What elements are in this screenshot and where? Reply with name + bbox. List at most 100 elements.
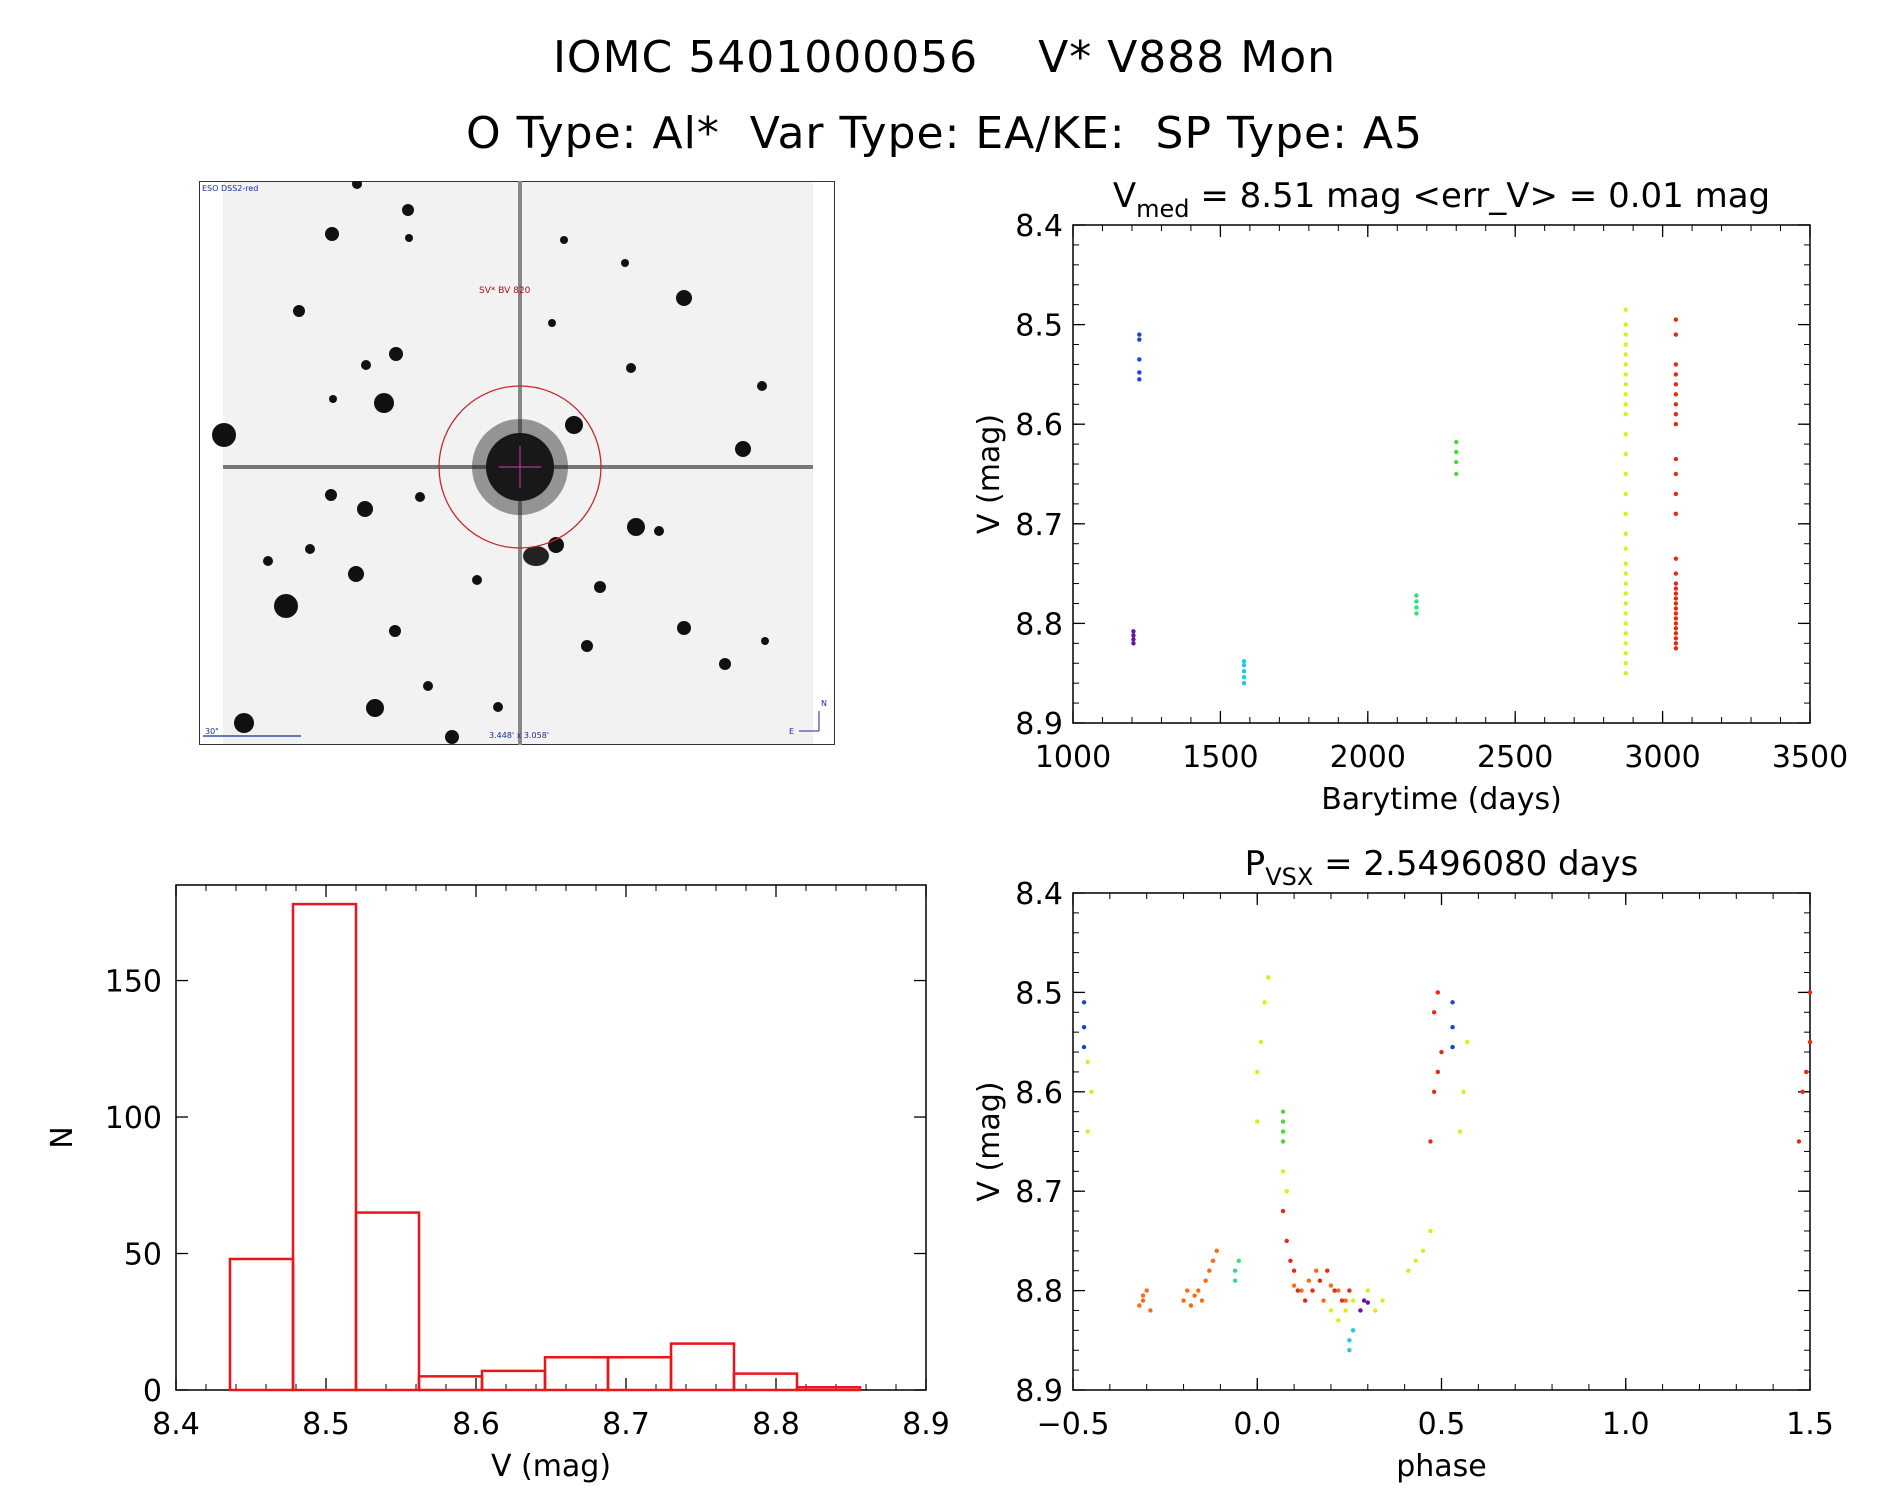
data-point bbox=[1673, 471, 1679, 477]
data-point bbox=[1328, 1308, 1334, 1313]
title-line-1: IOMC 5401000056 V* V888 Mon bbox=[552, 32, 1337, 83]
data-point bbox=[1255, 1069, 1260, 1075]
star bbox=[374, 393, 394, 413]
star bbox=[329, 395, 337, 403]
data-point bbox=[1673, 412, 1679, 417]
star bbox=[361, 360, 371, 370]
data-point bbox=[1241, 659, 1247, 664]
star bbox=[523, 546, 549, 566]
y-tick-label: 8.7 bbox=[1015, 1175, 1063, 1210]
data-point bbox=[1623, 531, 1628, 536]
data-point bbox=[1089, 1089, 1094, 1095]
star bbox=[234, 713, 254, 733]
hist-bar bbox=[291, 902, 358, 1392]
hist-bar bbox=[228, 1257, 295, 1392]
star bbox=[581, 640, 593, 652]
x-axis-label: phase bbox=[1396, 1449, 1487, 1484]
y-tick-label: 8.5 bbox=[1015, 309, 1063, 344]
data-point bbox=[1623, 332, 1628, 337]
data-point bbox=[1291, 1268, 1297, 1273]
star bbox=[493, 702, 503, 712]
data-point bbox=[1673, 606, 1679, 611]
y-tick-label: 150 bbox=[105, 965, 162, 1000]
data-point bbox=[1673, 571, 1679, 576]
data-point bbox=[1673, 616, 1679, 621]
data-point bbox=[1673, 332, 1679, 337]
lightcurve-chart: 1000 1500 2000 2500 3000 3500 8.4 8.5 8.6 8.7 8.8 8… bbox=[972, 176, 1848, 817]
x-tick-label: 1.0 bbox=[1602, 1407, 1650, 1442]
data-point bbox=[1137, 377, 1142, 382]
star bbox=[352, 181, 362, 189]
data-point bbox=[1623, 451, 1628, 457]
y-tick-label: 8.5 bbox=[1015, 976, 1063, 1011]
plot-frame bbox=[1072, 892, 1811, 1391]
data-point bbox=[1241, 680, 1247, 686]
data-point bbox=[1310, 1288, 1315, 1293]
data-point bbox=[1623, 307, 1628, 312]
data-point bbox=[1266, 975, 1271, 980]
star-field bbox=[212, 181, 769, 744]
star bbox=[212, 423, 236, 447]
star bbox=[405, 234, 413, 242]
x-tick-label: 8.6 bbox=[452, 1407, 500, 1442]
star bbox=[560, 236, 568, 244]
data-point bbox=[1280, 1208, 1286, 1214]
star bbox=[676, 290, 692, 306]
data-point bbox=[1623, 511, 1628, 517]
data-point bbox=[1439, 1049, 1444, 1055]
x-tick-label: 2000 bbox=[1330, 740, 1406, 775]
data-point bbox=[1807, 990, 1813, 995]
data-point bbox=[1623, 402, 1628, 407]
star bbox=[761, 637, 769, 645]
data-point bbox=[1673, 581, 1679, 586]
data-point bbox=[1232, 1278, 1238, 1283]
data-point bbox=[1673, 402, 1679, 407]
star bbox=[389, 625, 401, 637]
data-point bbox=[1623, 546, 1628, 551]
star bbox=[389, 347, 403, 361]
data-point bbox=[1085, 1129, 1090, 1134]
data-point bbox=[1454, 459, 1459, 465]
x-tick-label: 1500 bbox=[1182, 740, 1258, 775]
data-point bbox=[1236, 1258, 1242, 1263]
data-point bbox=[1796, 1139, 1802, 1144]
data-point bbox=[1673, 636, 1679, 641]
phase-chart: −0.5 0.0 0.5 1.0 1.5 8.4 8.5 8.6 8.7 8.8 8.9 phase V… bbox=[972, 844, 1834, 1484]
data-point bbox=[1365, 1300, 1371, 1305]
star bbox=[274, 594, 298, 618]
x-axis-label: Barytime (days) bbox=[1321, 782, 1562, 817]
fov-label: 3.448' x 3.058' bbox=[489, 731, 549, 740]
star bbox=[472, 575, 482, 585]
compass bbox=[799, 711, 820, 732]
data-point bbox=[1673, 372, 1679, 377]
star bbox=[719, 658, 731, 670]
data-point bbox=[1280, 1129, 1286, 1134]
data-point bbox=[1623, 342, 1628, 347]
data-point bbox=[1295, 1288, 1300, 1293]
data-point bbox=[1347, 1288, 1352, 1293]
x-tick-label: 3000 bbox=[1624, 740, 1700, 775]
star bbox=[293, 305, 305, 317]
data-point bbox=[1140, 1293, 1146, 1298]
data-point bbox=[1623, 352, 1628, 357]
data-point bbox=[1241, 674, 1247, 680]
survey-label: ESO DSS2-red bbox=[202, 184, 258, 193]
data-point bbox=[1336, 1318, 1341, 1323]
star bbox=[348, 566, 364, 582]
data-point bbox=[1232, 1268, 1238, 1273]
data-point bbox=[1188, 1303, 1194, 1308]
data-point bbox=[1465, 1039, 1470, 1045]
data-point bbox=[1314, 1268, 1319, 1273]
data-point bbox=[1280, 1169, 1286, 1174]
data-point bbox=[1131, 629, 1136, 634]
data-point bbox=[1623, 471, 1628, 477]
data-point bbox=[1457, 1129, 1463, 1134]
x-tick-label: 0.0 bbox=[1233, 1407, 1281, 1442]
x-tick-label: −0.5 bbox=[1037, 1407, 1110, 1442]
star bbox=[594, 581, 606, 593]
data-point bbox=[1673, 317, 1679, 322]
x-tick-label: 2500 bbox=[1477, 740, 1553, 775]
data-point bbox=[1302, 1298, 1308, 1303]
data-point bbox=[1336, 1288, 1341, 1293]
data-point bbox=[1380, 1298, 1385, 1303]
